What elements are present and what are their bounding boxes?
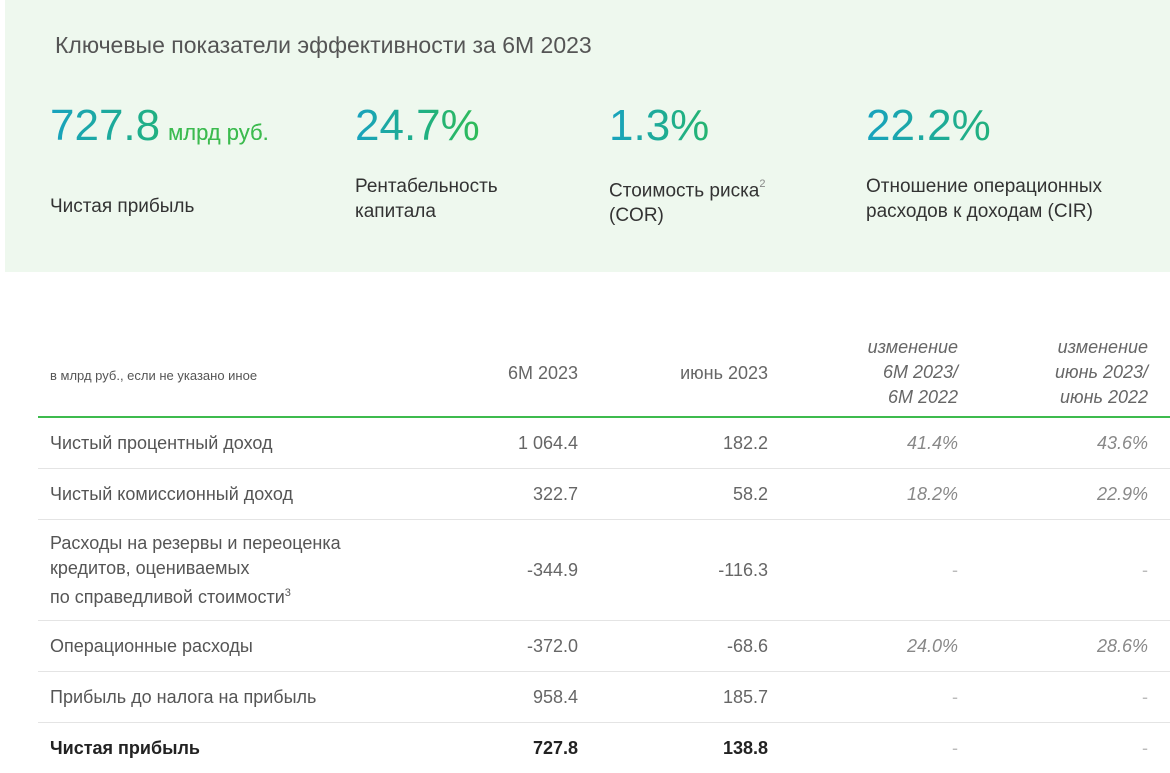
kpi-cor: 1.3% Стоимость риска2 (COR)	[609, 100, 766, 228]
cell-june-2023: 182.2	[722, 432, 768, 453]
table-row-total: Чистая прибыль 727.8 138.8 - -	[38, 723, 1170, 773]
cell-change-6m: -	[952, 686, 958, 707]
cell-6m-2023: 1 064.4	[517, 432, 578, 453]
table-row: Прибыль до налога на прибыль 958.4 185.7…	[38, 672, 1170, 723]
row-label: Операционные расходы	[50, 635, 253, 656]
kpi-label: Чистая прибыль	[50, 196, 195, 217]
cell-june-2023: 185.7	[722, 686, 768, 707]
cell-change-june: 43.6%	[1096, 432, 1148, 453]
kpi-label: Рентабельность капитала	[355, 176, 498, 222]
cell-june-2023: -116.3	[718, 559, 768, 580]
cell-change-june: 22.9%	[1096, 483, 1148, 504]
row-label: Прибыль до налога на прибыль	[50, 686, 317, 707]
footnote-marker: 3	[284, 586, 291, 599]
units-note: в млрд руб., если не указано иное	[50, 368, 258, 383]
table-header: в млрд руб., если не указано иное 6М 202…	[38, 330, 1170, 418]
table-row: Операционные расходы -372.0 -68.6 24.0% …	[38, 621, 1170, 672]
table-row: Расходы на резервы и переоценка кредитов…	[38, 520, 1170, 621]
kpi-cir: 22.2% Отношение операционных расходов к …	[866, 100, 1102, 224]
row-label: Расходы на резервы и переоценка кредитов…	[50, 532, 341, 607]
kpi-label: Стоимость риска2 (COR)	[609, 178, 766, 227]
cell-june-2023: -68.6	[726, 635, 768, 656]
cell-6m-2023: 322.7	[532, 483, 578, 504]
kpi-roe: 24.7% Рентабельность капитала	[355, 100, 498, 224]
cell-change-6m: -	[952, 559, 958, 580]
kpi-net-profit: 727.8 млрд руб. Чистая прибыль	[50, 100, 269, 219]
cell-6m-2023: 958.4	[532, 686, 578, 707]
kpi-panel: Ключевые показатели эффективности за 6М …	[5, 0, 1170, 272]
kpi-value: 727.8 млрд руб.	[50, 100, 269, 159]
cell-change-6m: -	[952, 737, 958, 758]
cell-change-june: -	[1142, 737, 1148, 758]
cell-change-june: 28.6%	[1096, 635, 1148, 656]
cell-6m-2023: -372.0	[526, 635, 578, 656]
row-label: Чистая прибыль	[50, 737, 200, 758]
table-row: Чистый процентный доход 1 064.4 182.2 41…	[38, 418, 1170, 469]
kpi-label: Отношение операционных расходов к дохода…	[866, 176, 1103, 222]
cell-change-6m: 18.2%	[906, 483, 958, 504]
cell-change-june: -	[1142, 559, 1148, 580]
row-label: Чистый комиссионный доход	[50, 483, 293, 504]
column-header-june-2023: июнь 2023	[680, 363, 768, 383]
kpi-value: 24.7%	[355, 100, 498, 152]
footnote-marker: 2	[759, 178, 766, 190]
cell-change-6m: 41.4%	[906, 432, 958, 453]
page-title: Ключевые показатели эффективности за 6М …	[55, 32, 592, 58]
kpi-value: 22.2%	[866, 100, 1102, 152]
cell-6m-2023: 727.8	[532, 737, 578, 758]
cell-change-june: -	[1142, 686, 1148, 707]
column-header-6m-2023: 6М 2023	[507, 363, 578, 383]
cell-june-2023: 138.8	[722, 737, 768, 758]
column-header-change-6m: изменение 6М 2023/ 6М 2022	[867, 337, 958, 407]
cell-june-2023: 58.2	[732, 483, 768, 504]
row-label: Чистый процентный доход	[50, 432, 273, 453]
financial-table: в млрд руб., если не указано иное 6М 202…	[38, 330, 1170, 773]
kpi-unit: млрд руб.	[168, 120, 269, 145]
table-row: Чистый комиссионный доход 322.7 58.2 18.…	[38, 469, 1170, 520]
cell-6m-2023: -344.9	[526, 559, 578, 580]
column-header-change-june: изменение июнь 2023/ июнь 2022	[1055, 337, 1148, 407]
kpi-value: 1.3%	[609, 100, 766, 152]
cell-change-6m: 24.0%	[906, 635, 958, 656]
